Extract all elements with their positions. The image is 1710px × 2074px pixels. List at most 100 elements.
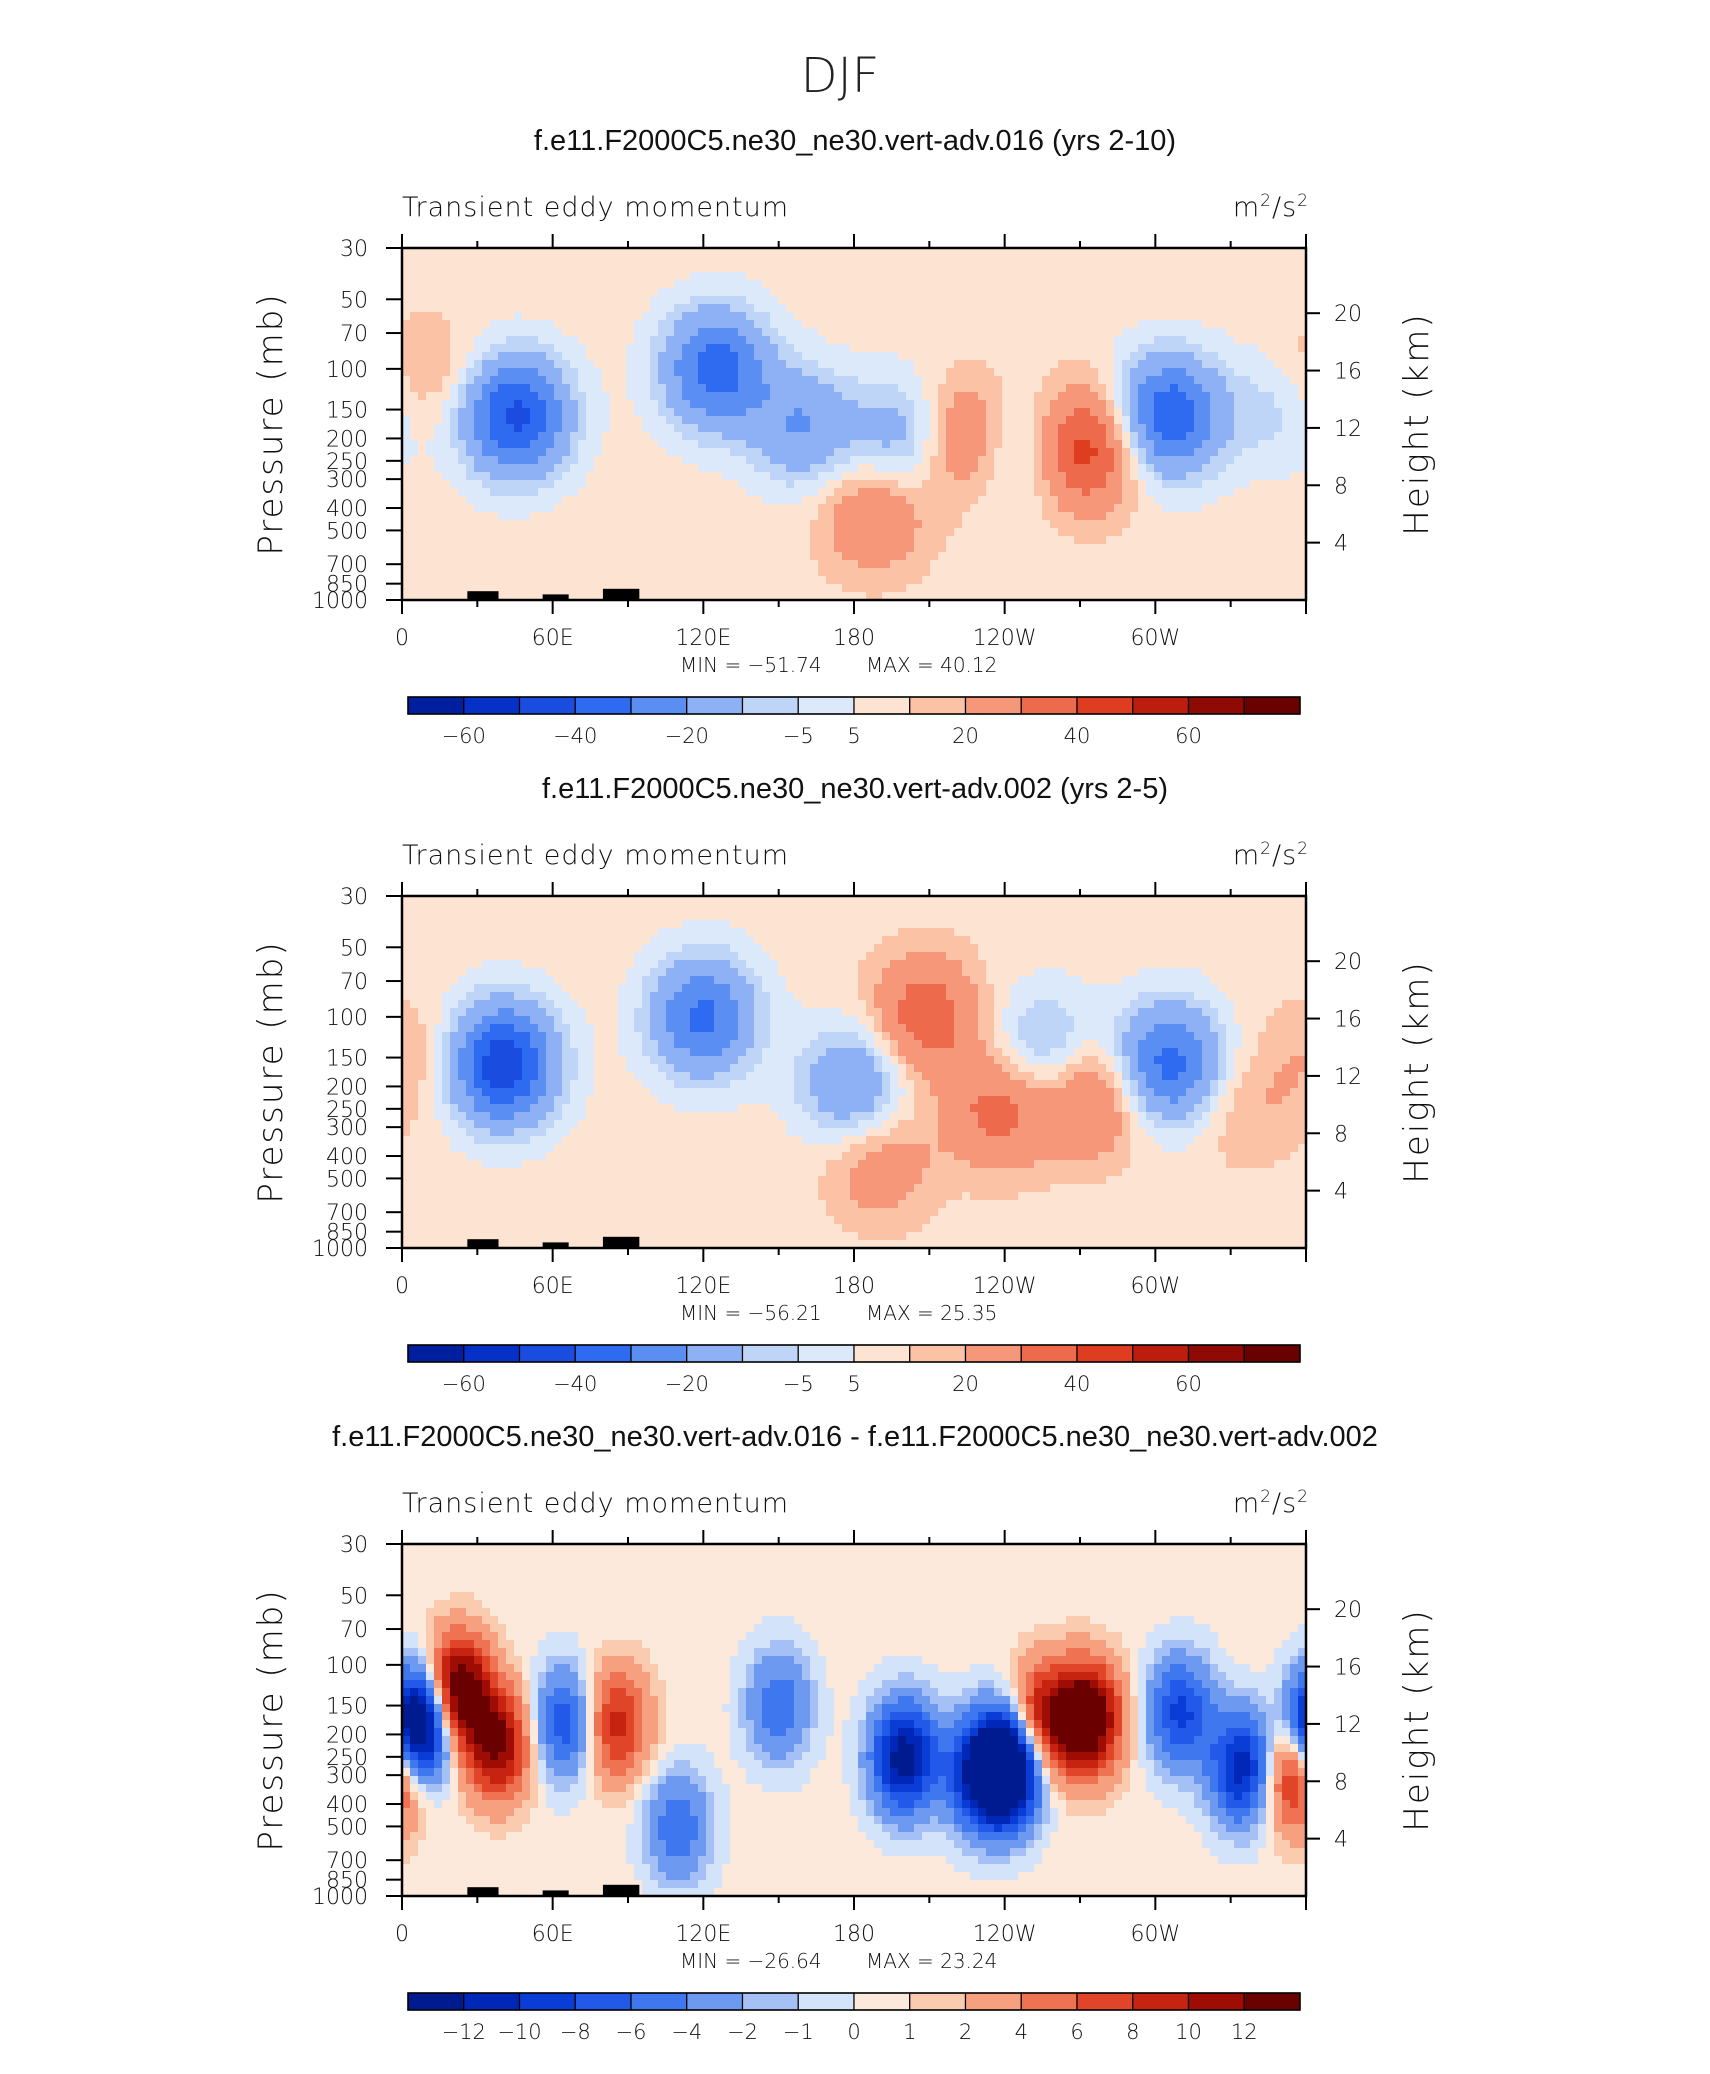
contour-cell [1130,488,1139,497]
contour-cell [706,568,715,577]
contour-cell [1210,400,1219,409]
contour-cell [474,480,483,489]
contour-cell [1122,504,1131,513]
contour-cell [938,560,947,569]
contour-cell [698,504,707,513]
contour-cell [458,448,467,457]
contour-cell [442,512,451,521]
contour-cell [634,448,643,457]
contour-cell [1258,264,1267,273]
contour-cell [634,272,643,281]
contour-cell [738,528,747,537]
contour-cell [1170,488,1179,497]
contour-cell [514,496,523,505]
contour-cell [1034,400,1043,409]
contour-cell [1082,488,1091,497]
contour-cell [874,280,883,289]
contour-cell [1018,384,1027,393]
contour-cell [930,472,939,481]
contour-cell [730,544,739,553]
contour-cell [1010,568,1019,577]
contour-cell [402,480,411,489]
contour-cell [1130,536,1139,545]
contour-cell [754,560,763,569]
contour-cell [882,360,891,369]
contour-cell [1122,472,1131,481]
contour-cell [946,496,955,505]
contour-cell [674,344,683,353]
contour-cell [658,312,667,321]
contour-cell [794,304,803,313]
contour-cell [946,464,955,473]
contour-cell [1178,312,1187,321]
contour-cell [610,328,619,337]
contour-cell [570,360,579,369]
contour-cell [634,416,643,425]
contour-cell [674,384,683,393]
contour-cell [1210,448,1219,457]
contour-cell [594,520,603,529]
contour-cell [650,328,659,337]
contour-cell [946,456,955,465]
contour-cell [1274,424,1283,433]
contour-cell [1170,312,1179,321]
contour-cell [778,456,787,465]
contour-cell [1122,312,1131,321]
contour-cell [874,272,883,281]
contour-cell [1242,432,1251,441]
contour-cell [906,584,915,593]
contour-cell [994,416,1003,425]
contour-cell [906,528,915,537]
contour-cell [1202,544,1211,553]
contour-cell [746,528,755,537]
contour-cell [1170,344,1179,353]
contour-cell [770,344,779,353]
contour-cell [1274,552,1283,561]
contour-cell [882,504,891,513]
contour-cell [842,256,851,265]
contour-cell [826,416,835,425]
contour-cell [1050,296,1059,305]
contour-cell [970,312,979,321]
contour-cell [890,280,899,289]
contour-cell [850,392,859,401]
contour-cell [962,352,971,361]
contour-cell [610,472,619,481]
contour-cell [514,504,523,513]
contour-cell [682,288,691,297]
contour-cell [418,584,427,593]
contour-cell [554,416,563,425]
contour-cell [1218,264,1227,273]
contour-cell [906,456,915,465]
contour-cell [658,368,667,377]
contour-cell [1090,584,1099,593]
contour-cell [706,304,715,313]
contour-cell [1098,392,1107,401]
contour-cell [994,256,1003,265]
contour-cell [410,512,419,521]
contour-cell [706,464,715,473]
contour-cell [1202,256,1211,265]
contour-cell [858,272,867,281]
contour-cell [1138,296,1147,305]
contour-cell [850,280,859,289]
contour-cell [594,432,603,441]
contour-cell [946,280,955,289]
contour-cell [986,304,995,313]
contour-cell [930,256,939,265]
contour-cell [474,312,483,321]
contour-cell [554,512,563,521]
contour-cell [474,496,483,505]
contour-cell [466,464,475,473]
contour-cell [1210,512,1219,521]
contour-cell [1010,352,1019,361]
contour-cell [1058,568,1067,577]
contour-cell [1250,384,1259,393]
contour-cell [778,576,787,585]
contour-cell [1002,592,1011,600]
contour-cell [1194,400,1203,409]
contour-cell [1074,496,1083,505]
contour-cell [682,496,691,505]
contour-cell [1162,464,1171,473]
contour-cell [1226,456,1235,465]
